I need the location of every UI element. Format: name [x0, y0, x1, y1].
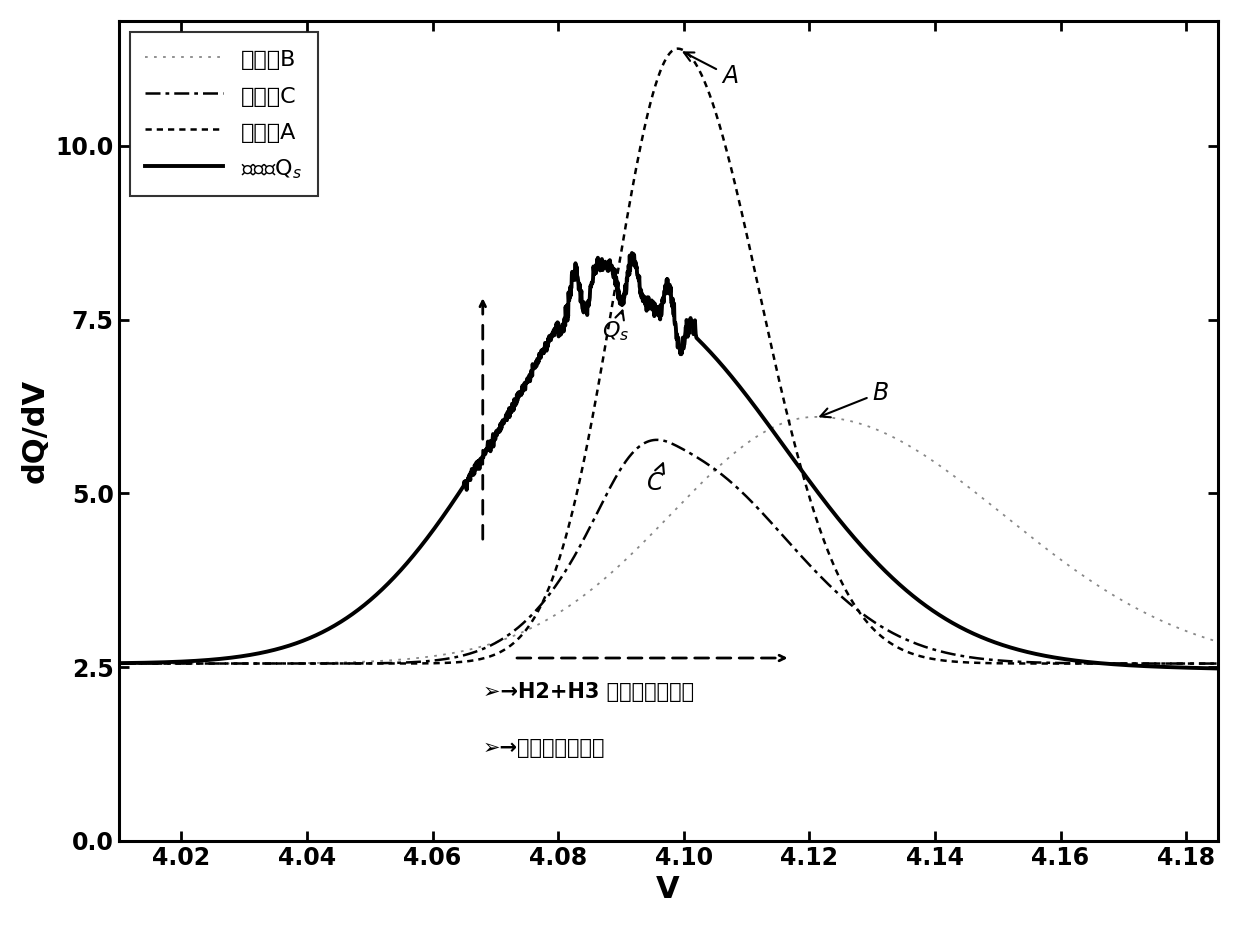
待测样A: [112, 658, 126, 669]
待测样A: [1210, 658, 1225, 669]
标准样Q$_s$: [112, 658, 126, 669]
待测样B: [301, 658, 316, 669]
Line: 待测样C: 待测样C: [119, 440, 1218, 663]
待测样A: [301, 658, 316, 669]
标准样Q$_s$: [237, 650, 252, 661]
待测样B: [532, 618, 547, 629]
待测样B: [237, 658, 252, 669]
待测样C: [532, 600, 547, 611]
待测样C: [112, 658, 126, 669]
Text: $A$: $A$: [684, 53, 739, 89]
待测样A: [670, 43, 684, 55]
Text: $Q_s$: $Q_s$: [603, 311, 630, 342]
待测样A: [532, 602, 547, 613]
待测样C: [1210, 658, 1225, 669]
待测样C: [1189, 658, 1204, 669]
待测样A: [237, 658, 252, 669]
待测样A: [1070, 658, 1085, 669]
标准样Q$_s$: [1210, 663, 1225, 674]
Text: ➢→H2+H3 峰值高，循环差: ➢→H2+H3 峰值高，循环差: [482, 683, 694, 702]
标准样Q$_s$: [580, 298, 595, 309]
标准样Q$_s$: [625, 248, 640, 259]
待测样B: [1210, 636, 1225, 648]
待测样B: [112, 658, 126, 669]
标准样Q$_s$: [301, 633, 316, 644]
待测样C: [650, 435, 665, 446]
待测样B: [580, 587, 595, 598]
待测样A: [1189, 658, 1204, 669]
X-axis label: V: V: [656, 875, 680, 904]
标准样Q$_s$: [1189, 662, 1204, 673]
标准样Q$_s$: [532, 349, 547, 360]
Line: 待测样A: 待测样A: [119, 49, 1218, 663]
Y-axis label: dQ/dV: dQ/dV: [21, 378, 50, 483]
待测样A: [580, 438, 595, 449]
Legend: 待测样B, 待测样C, 待测样A, 标准样Q$_s$: 待测样B, 待测样C, 待测样A, 标准样Q$_s$: [130, 32, 317, 196]
待测样B: [1189, 629, 1204, 640]
待测样B: [808, 412, 823, 423]
标准样Q$_s$: [1070, 655, 1085, 666]
Text: $B$: $B$: [821, 380, 889, 417]
Line: 标准样Q$_s$: 标准样Q$_s$: [119, 253, 1218, 669]
待测样C: [580, 526, 595, 537]
待测样C: [301, 658, 316, 669]
Text: $C$: $C$: [646, 463, 665, 495]
待测样C: [237, 658, 252, 669]
Text: ➢→峰右移，循环差: ➢→峰右移，循环差: [482, 738, 605, 758]
待测样B: [1070, 566, 1085, 577]
Line: 待测样B: 待测样B: [119, 417, 1218, 663]
待测样C: [1070, 658, 1085, 669]
